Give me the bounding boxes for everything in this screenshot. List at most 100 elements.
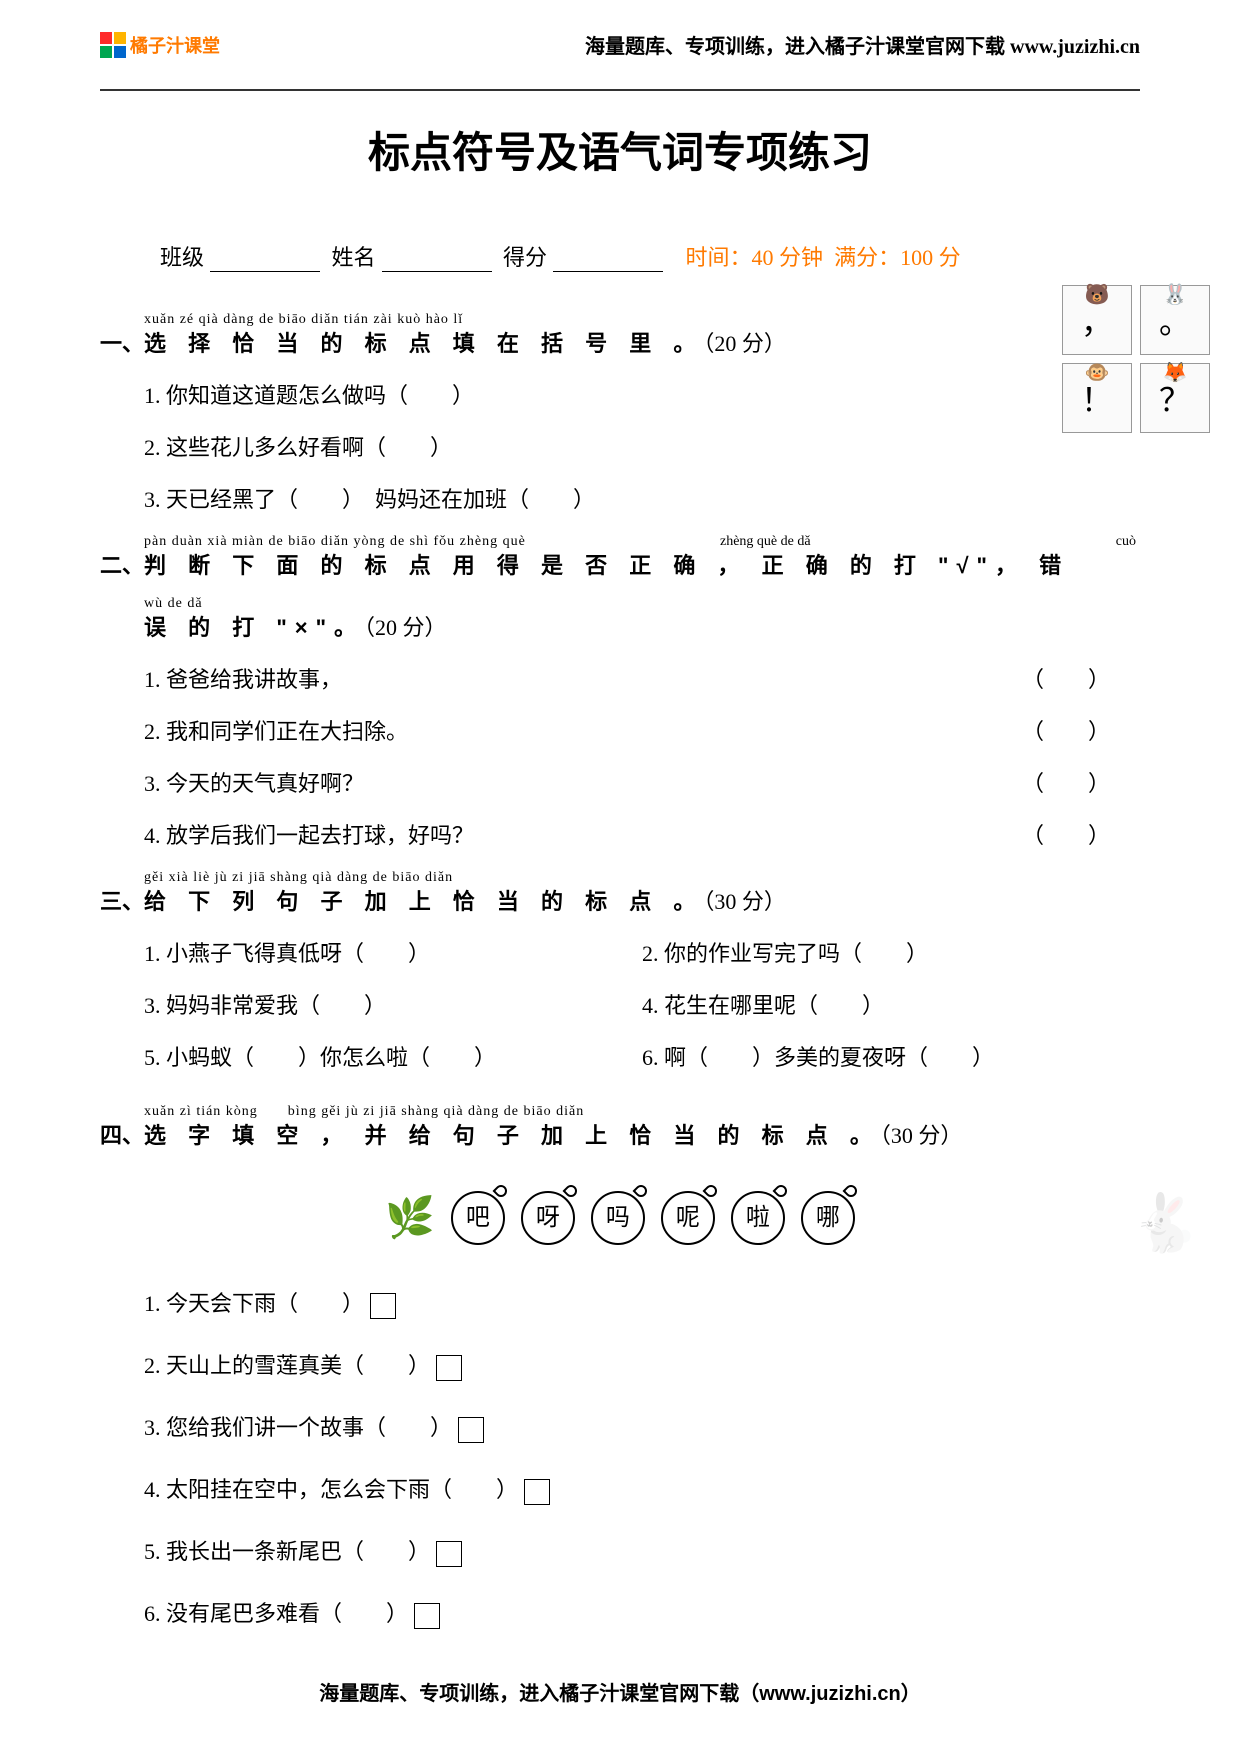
page-title: 标点符号及语气词专项练习 [100,119,1140,180]
leaf-icon [842,1183,859,1200]
s2-item: 3. 今天的天气真好啊？ [144,762,364,806]
option-char: 呀 [536,1194,560,1242]
section2-heading-b: 正 确 的 打 "√"， 错 [747,553,1069,578]
s3-item: 3. 妈妈非常爱我（ ） [144,984,642,1028]
s3-row: 5. 小蚂蚁（ ）你怎么啦（ ）6. 啊（ ）多美的夏夜呀（ ） [144,1036,1140,1080]
section2-pinyin-tail: cuò [1116,528,1136,556]
section4-score: （30 分） [880,1123,963,1148]
section4-head: xuǎn zì tián kòng bìng gěi jù zi jiā shà… [100,1114,1140,1158]
answer-box[interactable] [458,1417,484,1443]
s2-item: 4. 放学后我们一起去打球，好吗？ [144,814,474,858]
bunny-icon: 🐇 [1130,1190,1200,1256]
section2-label: 二、 [100,553,144,578]
s4-item: 4. 太阳挂在空中，怎么会下雨（ ） [144,1468,1140,1512]
section3-pinyin: gěi xià liè jù zi jiā shàng qià dàng de … [144,864,453,892]
section1-heading: 选 择 恰 当 的 标 点 填 在 括 号 里 。 [144,331,703,356]
s4-text: 3. 您给我们讲一个故事（ ） [144,1415,452,1440]
option-char: 呢 [676,1194,700,1242]
info-line: 班级 姓名 得分 时间：40 分钟 满分：100 分 [160,240,1140,272]
answer-box[interactable] [436,1355,462,1381]
s3-item: 1. 小燕子飞得真低呀（ ） [144,932,642,976]
class-label: 班级 [160,245,204,270]
name-label: 姓名 [332,245,376,270]
section2-heading2: 误 的 打 "×"。 [144,615,364,640]
s3-row: 3. 妈妈非常爱我（ ）4. 花生在哪里呢（ ） [144,984,1140,1028]
leaf-icon [562,1183,579,1200]
judge-paren[interactable]: （ ） [1022,762,1110,806]
s4-item: 1. 今天会下雨（ ） [144,1282,1140,1326]
logo-square [114,32,126,44]
header-divider [100,89,1140,91]
s2-item: 1. 爸爸给我讲故事， [144,658,342,702]
s4-item: 6. 没有尾巴多难看（ ） [144,1592,1140,1636]
header-slogan: 海量题库、专项训练，进入橘子汁课堂官网下载 www.juzizhi.cn [585,30,1140,59]
judge-paren[interactable]: （ ） [1022,658,1110,702]
answer-box[interactable] [436,1541,462,1567]
logo-text: 橘子汁课堂 [130,32,220,58]
punct-grid: 🐻， 🐰。 🐵！ 🦊？ [1062,285,1210,433]
s2-item-row: 2. 我和同学们正在大扫除。 （ ） [144,710,1110,754]
score-label: 得分 [503,245,547,270]
section1-label: 一、 [100,331,144,356]
answer-box[interactable] [370,1293,396,1319]
section4-label: 四、 [100,1123,144,1148]
s4-text: 2. 天山上的雪莲真美（ ） [144,1353,430,1378]
animal-icon: 🦊 [1163,360,1188,385]
option-circle: 哪 [801,1191,855,1245]
s4-item: 3. 您给我们讲一个故事（ ） [144,1406,1140,1450]
option-circle: 呀 [521,1191,575,1245]
s3-row: 1. 小燕子飞得真低呀（ ）2. 你的作业写完了吗（ ） [144,932,1140,976]
s4-text: 5. 我长出一条新尾巴（ ） [144,1539,430,1564]
section2-pinyin-mid: zhèng què de dǎ [720,528,811,556]
name-blank[interactable] [382,250,492,272]
section2-heading-a: 判 断 下 面 的 标 点 用 得 是 否 正 确 ， [144,553,747,578]
section2-head: pàn duàn xià miàn de biāo diǎn yòng de s… [100,544,1140,588]
section1-score: （20 分） [703,331,786,356]
section1-pinyin: xuǎn zé qià dàng de biāo diǎn tián zài k… [144,306,463,334]
s1-item: 2. 这些花儿多么好看啊（ ） [144,426,1140,470]
s1-item: 1. 你知道这道题怎么做吗（ ） [144,374,1140,418]
logo-square [114,46,126,58]
section3-heading: 给 下 列 句 子 加 上 恰 当 的 标 点 。 [144,889,703,914]
s3-item: 5. 小蚂蚁（ ）你怎么啦（ ） [144,1036,642,1080]
section4-heading: 选 字 填 空 ， 并 给 句 子 加 上 恰 当 的 标 点 。 [144,1123,880,1148]
plant-icon: 🌿 [385,1178,435,1258]
leaf-icon [492,1183,509,1200]
logo-icon [100,32,126,58]
animal-icon: 🐵 [1085,360,1110,385]
option-circle: 呢 [661,1191,715,1245]
section2-pinyin2: wù de dǎ [144,590,203,618]
option-circle: 吧 [451,1191,505,1245]
section2-score: （20 分） [364,615,447,640]
logo-square [100,32,112,44]
animal-icon: 🐻 [1085,282,1110,307]
option-circle: 啦 [731,1191,785,1245]
punct-cell: 🐰。 [1140,285,1210,355]
judge-paren[interactable]: （ ） [1022,814,1110,858]
answer-box[interactable] [524,1479,550,1505]
option-circle: 吗 [591,1191,645,1245]
s1-item: 3. 天已经黑了（ ） 妈妈还在加班（ ） [144,478,1140,522]
s3-item: 2. 你的作业写完了吗（ ） [642,932,1140,976]
s4-item: 2. 天山上的雪莲真美（ ） [144,1344,1140,1388]
leaf-icon [772,1183,789,1200]
class-blank[interactable] [210,250,320,272]
time-meta: 时间：40 分钟 [686,245,824,270]
score-blank[interactable] [553,250,663,272]
section4-pinyin: xuǎn zì tián kòng bìng gěi jù zi jiā shà… [144,1098,584,1126]
s3-item: 4. 花生在哪里呢（ ） [642,984,1140,1028]
section2-head2: wù de dǎ 误 的 打 "×"。（20 分） [144,606,1140,650]
s2-item-row: 1. 爸爸给我讲故事， （ ） [144,658,1110,702]
section3-label: 三、 [100,889,144,914]
answer-box[interactable] [414,1603,440,1629]
s2-item-row: 3. 今天的天气真好啊？ （ ） [144,762,1110,806]
s2-item: 2. 我和同学们正在大扫除。 [144,710,408,754]
fullscore-meta: 满分：100 分 [834,245,961,270]
judge-paren[interactable]: （ ） [1022,710,1110,754]
punct-cell: 🐵！ [1062,363,1132,433]
punct-cell: 🐻， [1062,285,1132,355]
logo-square [100,46,112,58]
animal-icon: 🐰 [1163,282,1188,307]
s4-text: 1. 今天会下雨（ ） [144,1291,364,1316]
header: 橘子汁课堂 海量题库、专项训练，进入橘子汁课堂官网下载 www.juzizhi.… [100,30,1140,59]
